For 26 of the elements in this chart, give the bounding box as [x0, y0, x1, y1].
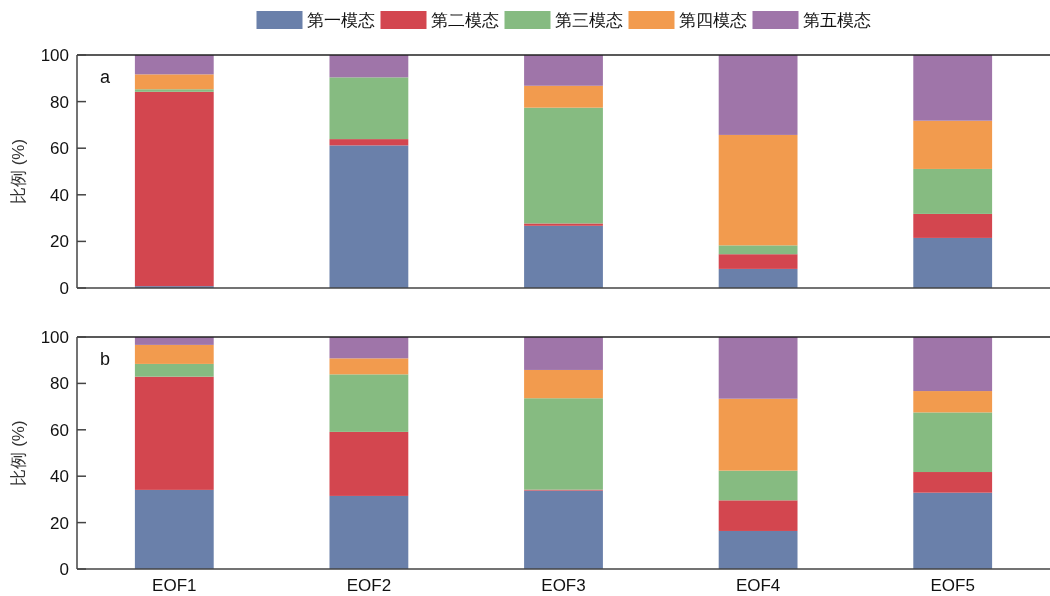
y-tick-label: 100 [40, 328, 69, 347]
y-tick-label: 80 [50, 92, 69, 112]
y-tick-label: 60 [50, 139, 69, 159]
y-tick-label: 20 [50, 232, 69, 252]
x-tick-label: EOF5 [930, 576, 975, 595]
x-tick-label: EOF2 [346, 576, 392, 595]
y-axis-title: 比例 (%) [9, 138, 28, 205]
y-tick-label: 40 [50, 185, 69, 205]
y-tick-label: 100 [40, 46, 69, 65]
y-tick-label: 20 [50, 513, 69, 533]
y-tick-label: 0 [59, 279, 69, 298]
annotation: a [100, 67, 111, 87]
legend-label: 第一模态 [306, 11, 375, 30]
x-tick-label: EOF1 [152, 576, 197, 595]
legend-label: 第二模态 [430, 11, 499, 30]
y-tick-label: 60 [50, 420, 69, 440]
x-tick-label: EOF4 [735, 576, 781, 595]
y-tick-label: 40 [50, 467, 69, 487]
annotation: b [100, 349, 111, 369]
y-axis-title: 比例 (%) [9, 420, 28, 486]
x-tick-label: EOF3 [541, 576, 586, 595]
y-tick-label: 0 [59, 560, 69, 579]
y-tick-label: 80 [50, 374, 69, 394]
legend-label: 第四模态 [678, 11, 747, 30]
legend-label: 第五模态 [802, 11, 871, 30]
legend-label: 第三模态 [554, 11, 623, 30]
